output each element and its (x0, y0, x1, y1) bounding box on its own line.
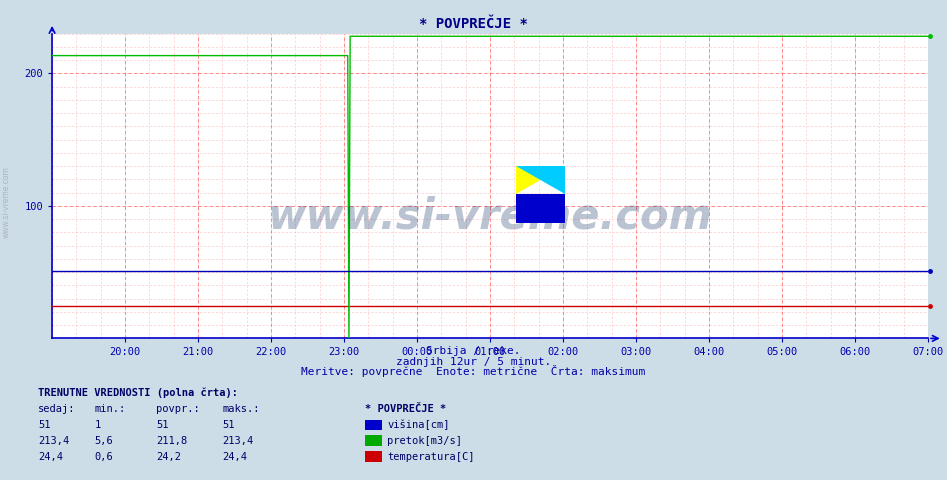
Text: * POVPREČJE *: * POVPREČJE * (365, 404, 446, 414)
Text: višina[cm]: višina[cm] (387, 420, 450, 430)
Text: 51: 51 (156, 420, 169, 430)
Text: min.:: min.: (95, 404, 126, 414)
Text: pretok[m3/s]: pretok[m3/s] (387, 436, 462, 446)
Polygon shape (516, 166, 565, 194)
Text: zadnjih 12ur / 5 minut.: zadnjih 12ur / 5 minut. (396, 357, 551, 367)
Text: 0,6: 0,6 (95, 452, 114, 462)
Text: www.si-vreme.com: www.si-vreme.com (268, 195, 712, 238)
Text: Srbija / reke.: Srbija / reke. (426, 346, 521, 356)
Polygon shape (516, 194, 565, 223)
Text: 5,6: 5,6 (95, 436, 114, 446)
Text: 24,4: 24,4 (38, 452, 63, 462)
Text: TRENUTNE VREDNOSTI (polna črta):: TRENUTNE VREDNOSTI (polna črta): (38, 387, 238, 398)
Polygon shape (516, 166, 565, 194)
Text: * POVPREČJE *: * POVPREČJE * (420, 17, 527, 31)
Text: temperatura[C]: temperatura[C] (387, 452, 474, 462)
Text: www.si-vreme.com: www.si-vreme.com (1, 166, 10, 238)
Text: 211,8: 211,8 (156, 436, 188, 446)
Text: 51: 51 (38, 420, 50, 430)
Text: 51: 51 (223, 420, 235, 430)
Text: 24,2: 24,2 (156, 452, 181, 462)
Text: 213,4: 213,4 (223, 436, 254, 446)
Text: Meritve: povprečne  Enote: metrične  Črta: maksimum: Meritve: povprečne Enote: metrične Črta:… (301, 365, 646, 377)
Text: 213,4: 213,4 (38, 436, 69, 446)
Text: maks.:: maks.: (223, 404, 260, 414)
Text: 24,4: 24,4 (223, 452, 247, 462)
Text: sedaj:: sedaj: (38, 404, 76, 414)
Text: 1: 1 (95, 420, 101, 430)
Text: povpr.:: povpr.: (156, 404, 200, 414)
